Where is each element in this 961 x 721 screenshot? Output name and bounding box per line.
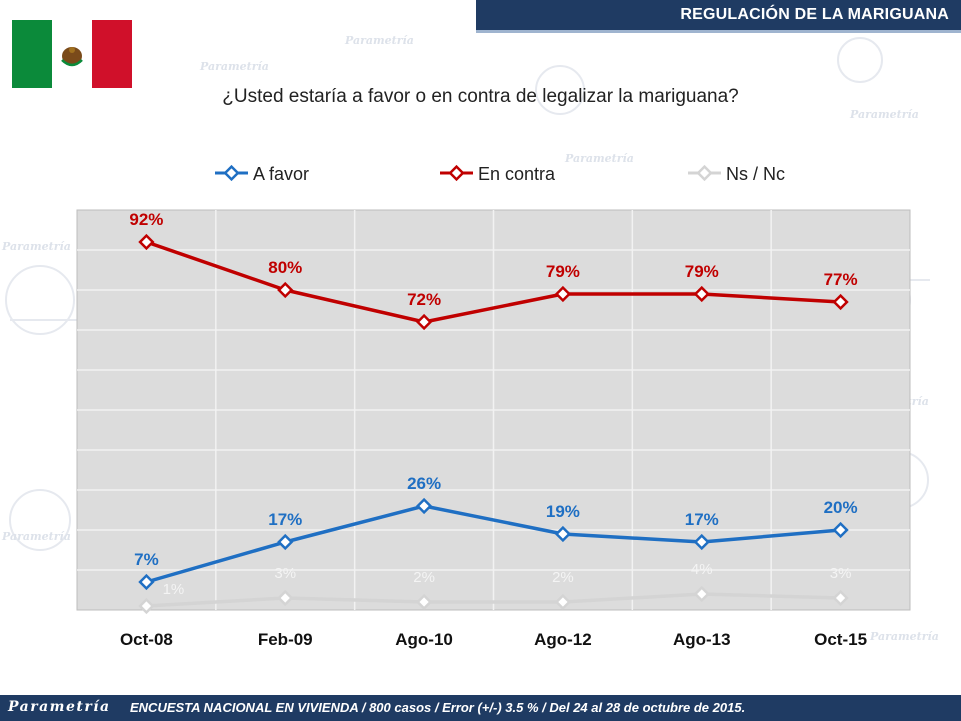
watermark-text: Parametría <box>1 240 71 253</box>
data-label: 26% <box>407 474 441 493</box>
series-line <box>145 240 841 324</box>
watermark-text: Parametría <box>564 152 634 165</box>
data-point <box>415 497 433 515</box>
data-point <box>832 293 849 311</box>
data-label: 2% <box>413 569 435 586</box>
data-label: 4% <box>691 561 713 578</box>
watermark-text: Parametría <box>199 60 269 73</box>
data-label: 80% <box>268 258 302 277</box>
x-tick-label: Ago-12 <box>534 630 592 649</box>
watermark-text: Parametría <box>849 108 919 121</box>
legend-marker <box>223 164 240 182</box>
data-label: 3% <box>274 565 296 582</box>
legend-label: Ns / Nc <box>726 164 785 184</box>
data-point <box>277 281 294 299</box>
watermark-text: Parametría <box>869 630 939 643</box>
data-label: 20% <box>824 498 858 517</box>
data-label: 3% <box>830 565 852 582</box>
series-line <box>145 504 841 584</box>
footer-bar: Parametría ENCUESTA NACIONAL EN VIVIENDA… <box>0 695 961 721</box>
survey-question: ¿Usted estaría a favor o en contra de le… <box>222 86 739 107</box>
data-point <box>554 593 572 611</box>
line-chart: Oct-08 Feb-09 Ago-10 Ago-12 Ago-13 Oct-15 A fa… <box>76 164 911 649</box>
legend-label: A favor <box>253 164 309 184</box>
x-tick-label: Ago-13 <box>673 630 731 649</box>
data-label: 72% <box>407 290 441 309</box>
header-title: REGULACIÓN DE LA MARIGUANA <box>680 6 949 23</box>
data-point <box>554 285 572 303</box>
legend-marker <box>696 164 713 182</box>
eagle-emblem-icon <box>61 47 83 67</box>
data-point <box>138 597 155 615</box>
data-label: 1% <box>163 581 185 598</box>
data-point <box>693 285 710 303</box>
flag-white-stripe <box>52 20 92 88</box>
data-label: 77% <box>824 270 858 289</box>
data-label: 92% <box>129 210 163 229</box>
flag-green-stripe <box>12 20 52 88</box>
data-point <box>693 533 710 551</box>
data-point <box>138 233 155 251</box>
data-label: 17% <box>685 510 719 529</box>
watermark-text: Parametría <box>344 34 414 47</box>
x-tick-label: Feb-09 <box>258 630 313 649</box>
data-point <box>693 585 710 603</box>
flag-red-stripe <box>92 20 132 88</box>
data-point <box>415 593 433 611</box>
x-tick-label: Oct-15 <box>814 630 867 649</box>
data-point <box>138 573 155 591</box>
data-label: 79% <box>685 262 719 281</box>
footer-logo: Parametría <box>8 699 111 715</box>
legend-label: En contra <box>478 164 556 184</box>
data-label: 7% <box>134 550 159 569</box>
data-point <box>277 533 294 551</box>
data-label: 19% <box>546 502 580 521</box>
data-point <box>554 525 572 543</box>
data-label: 2% <box>552 569 574 586</box>
series-line <box>146 592 841 608</box>
data-label: 17% <box>268 510 302 529</box>
x-tick-label: Oct-08 <box>120 630 173 649</box>
mexico-flag <box>12 20 132 88</box>
watermark-text: Parametría <box>1 530 71 543</box>
data-label: 79% <box>546 262 580 281</box>
x-tick-label: Ago-10 <box>395 630 453 649</box>
data-point <box>277 589 294 607</box>
footer-note: ENCUESTA NACIONAL EN VIVIENDA / 800 caso… <box>130 700 746 715</box>
data-point <box>832 589 849 607</box>
legend-marker <box>448 164 465 182</box>
data-point <box>415 313 433 331</box>
header-bar: REGULACIÓN DE LA MARIGUANA <box>476 0 961 33</box>
data-point <box>832 521 849 539</box>
